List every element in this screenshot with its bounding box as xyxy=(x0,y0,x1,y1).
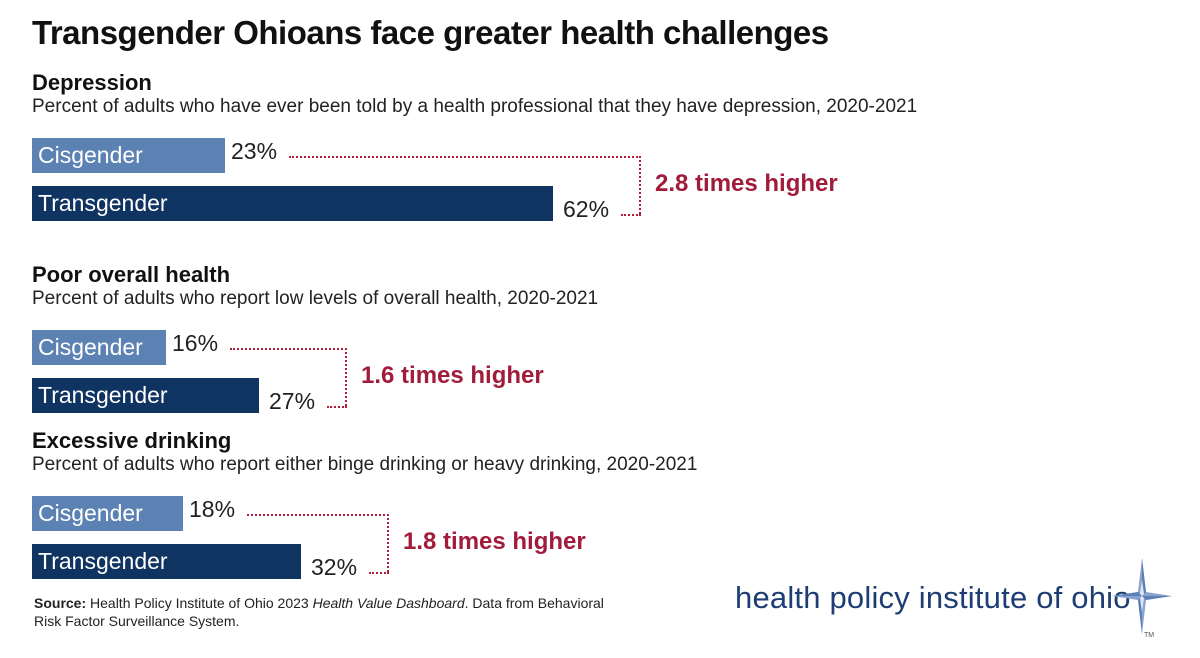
source-text-after: . Data from Behavioral Risk Factor Surve… xyxy=(34,595,604,629)
section-subtitle: Percent of adults who report either bing… xyxy=(32,454,698,475)
value-label: 27% xyxy=(269,388,316,414)
ratio-connector-lower xyxy=(621,213,641,216)
bar-cisgender: Cisgender xyxy=(32,330,166,365)
trademark: TM xyxy=(1144,632,1155,639)
section-subtitle: Percent of adults who report low levels … xyxy=(32,288,599,309)
value-label: 18% xyxy=(189,496,236,522)
ratio-connector xyxy=(289,155,641,214)
source-text-before: Health Policy Institute of Ohio 2023 xyxy=(86,595,313,611)
source-italic: Health Value Dashboard xyxy=(312,595,465,611)
value-label: 62% xyxy=(563,196,610,222)
value-label: 16% xyxy=(172,330,219,356)
compass-star-icon xyxy=(1112,558,1172,634)
bar-transgender: Transgender xyxy=(32,378,259,413)
source-label: Source: xyxy=(34,595,87,611)
chart-title: Transgender Ohioans face greater health … xyxy=(32,14,829,51)
section-title: Depression xyxy=(32,70,152,95)
section-subtitle: Percent of adults who have ever been tol… xyxy=(32,96,918,117)
section-title: Excessive drinking xyxy=(32,428,232,453)
chart-section: Depression Percent of adults who have eve… xyxy=(0,70,1200,240)
ratio-label: 1.6 times higher xyxy=(361,361,544,389)
ratio-connector xyxy=(247,513,389,572)
value-label: 32% xyxy=(311,554,358,580)
bar-cisgender: Cisgender xyxy=(32,496,183,531)
bar-transgender: Transgender xyxy=(32,544,301,579)
chart-section: Excessive drinking Percent of adults who … xyxy=(0,428,1200,598)
ratio-label: 1.8 times higher xyxy=(403,527,586,555)
section-title: Poor overall health xyxy=(32,262,231,287)
ratio-connector-lower xyxy=(369,571,389,574)
source-note: Source: Health Policy Institute of Ohio … xyxy=(34,594,634,630)
value-label: 23% xyxy=(231,138,278,164)
ratio-label: 2.8 times higher xyxy=(655,169,838,197)
brand-name: health policy institute of ohio xyxy=(735,580,1131,615)
ratio-connector-lower xyxy=(327,405,347,408)
ratio-connector xyxy=(230,347,347,406)
bar-transgender: Transgender xyxy=(32,186,553,221)
chart-section: Poor overall health Percent of adults who… xyxy=(0,262,1200,432)
bar-cisgender: Cisgender xyxy=(32,138,225,173)
